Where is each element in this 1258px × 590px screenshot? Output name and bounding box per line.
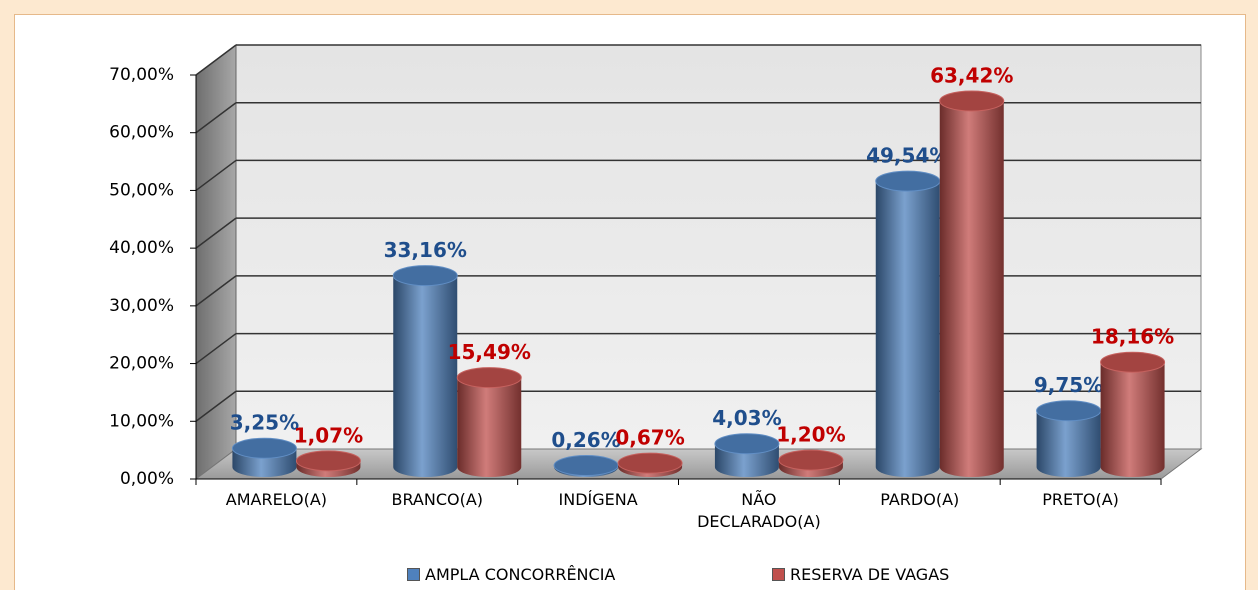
x-tick-label: INDÍGENA <box>558 490 638 509</box>
cylinder-body <box>1100 362 1165 477</box>
x-tick-label: AMARELO(A) <box>225 490 328 509</box>
grid-line <box>195 332 237 365</box>
legend-swatch <box>407 568 420 581</box>
chart-panel: 0,00% 10,00% 20,00% 30,00% 40,00% 50,00% 60,00… <box>14 14 1246 590</box>
cylinder-top <box>1100 351 1166 373</box>
cylinder-top <box>1036 400 1102 422</box>
cylinder-top <box>295 450 361 472</box>
cylinder-top <box>939 90 1005 112</box>
cylinder <box>231 437 297 477</box>
cylinder <box>392 265 458 477</box>
grid-line <box>195 390 237 422</box>
grid-line <box>195 159 237 192</box>
value-label: 15,49% <box>448 340 531 364</box>
y-tick-label: 10,00% <box>109 411 174 431</box>
grid-line <box>195 217 237 249</box>
chart: 0,00% 10,00% 20,00% 30,00% 40,00% 50,00% 60,00… <box>109 44 1203 489</box>
y-tick-label: 70,00% <box>109 65 174 85</box>
cylinder <box>1100 351 1166 477</box>
value-label: 9,75% <box>1034 373 1103 397</box>
legend-label: RESERVA DE VAGAS <box>790 565 950 584</box>
grid-line <box>195 102 237 134</box>
value-label: 18,16% <box>1091 325 1174 349</box>
y-tick-label: 20,00% <box>109 354 174 374</box>
legend-item: RESERVA DE VAGAS <box>772 565 949 584</box>
cylinder <box>295 450 361 477</box>
cylinder <box>553 454 619 477</box>
legend-item: AMPLA CONCORRÊNCIA <box>407 565 615 584</box>
cylinder-top <box>714 433 780 455</box>
cylinder-top <box>875 170 941 192</box>
cylinder-top <box>231 437 297 459</box>
cylinder <box>617 452 683 477</box>
value-label: 49,54% <box>866 144 949 168</box>
cylinder-body <box>457 377 522 477</box>
cylinder-top <box>553 454 619 476</box>
cylinder-top <box>617 452 683 474</box>
value-label: 0,67% <box>615 426 684 450</box>
x-tick-label: BRANCO(A) <box>391 490 484 509</box>
value-label: 3,25% <box>230 411 299 435</box>
y-tick-label: 40,00% <box>109 238 174 258</box>
y-tick-label: 50,00% <box>109 180 174 200</box>
x-tick-label: PRETO(A) <box>1042 490 1119 509</box>
cylinder-top <box>778 449 844 471</box>
cylinder-body <box>875 181 940 477</box>
cylinder-body <box>393 275 458 477</box>
cylinder-top <box>392 265 458 287</box>
cylinder <box>875 170 941 477</box>
x-tick-label: PARDO(A) <box>880 490 960 509</box>
y-tick-label: 0,00% <box>120 469 174 489</box>
grid-line <box>195 44 237 76</box>
legend-swatch <box>772 568 785 581</box>
cylinder <box>1036 400 1102 478</box>
cylinder-body <box>939 100 1004 477</box>
cylinder <box>714 433 780 477</box>
value-label: 33,16% <box>384 238 467 262</box>
value-label: 63,42% <box>930 63 1013 87</box>
value-label: 1,07% <box>294 423 363 447</box>
y-tick-label: 60,00% <box>109 123 174 143</box>
y-tick-label: 30,00% <box>109 296 174 316</box>
cylinder <box>939 90 1005 477</box>
value-label: 1,20% <box>776 423 845 447</box>
value-label: 0,26% <box>551 428 620 452</box>
value-label: 4,03% <box>712 406 781 430</box>
x-tick-label: NÃO DECLARADO(A) <box>697 490 821 531</box>
grid-line <box>195 275 237 307</box>
cylinder <box>456 367 522 477</box>
cylinder-top <box>456 367 522 389</box>
cylinder-body <box>1036 410 1101 478</box>
legend-label: AMPLA CONCORRÊNCIA <box>425 565 616 584</box>
cylinder <box>778 449 844 477</box>
